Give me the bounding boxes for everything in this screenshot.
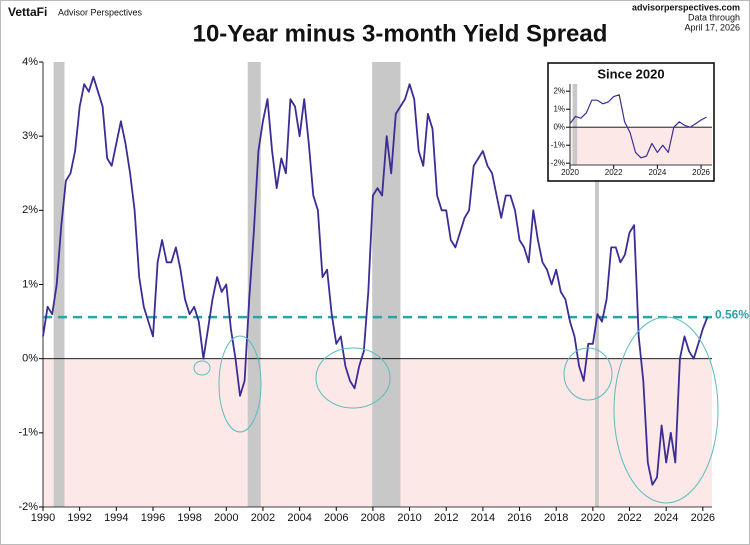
recession-band — [372, 62, 401, 507]
x-tick-label: 2020 — [581, 512, 605, 524]
x-tick-label: 2024 — [648, 168, 666, 177]
x-tick-label: 1996 — [141, 512, 165, 524]
y-tick-label: 0% — [22, 353, 38, 365]
inversion-circle — [563, 347, 613, 401]
y-tick-label: 2% — [553, 86, 565, 95]
y-tick-label: 1% — [553, 104, 565, 113]
recession-band — [595, 62, 599, 507]
inversion-circle — [315, 347, 391, 409]
y-tick-label: -2% — [551, 158, 565, 167]
main-plot: 4%3%2%1%0%-1%-2%1990 1992 1994 1996 1998 2000… — [18, 56, 749, 524]
x-tick-label: 2026 — [692, 168, 710, 177]
x-tick-label: 2014 — [471, 512, 495, 524]
y-tick-label: 3% — [22, 130, 38, 142]
x-tick-label: 2006 — [324, 512, 348, 524]
y-tick-label: 4% — [22, 56, 38, 68]
inset-title: Since 2020 — [597, 66, 664, 81]
x-tick-label: 2022 — [617, 512, 641, 524]
x-tick-label: 2016 — [507, 512, 531, 524]
x-tick-label: 2008 — [361, 512, 385, 524]
recession-band — [53, 62, 65, 507]
brand-sub: Advisor Perspectives — [58, 7, 143, 17]
x-tick-label: 2026 — [691, 512, 715, 524]
y-tick-label: -1% — [18, 427, 38, 439]
brand: VettaFi — [8, 5, 47, 19]
y-tick-label: -1% — [551, 140, 565, 149]
spread-line — [569, 94, 707, 159]
spread-line — [42, 75, 709, 486]
x-tick-label: 2004 — [287, 512, 311, 524]
reference-label: 0.56% — [715, 307, 749, 321]
date: April 17, 2026 — [684, 22, 740, 32]
site: advisorperspectives.com — [632, 2, 740, 12]
chart-title: 10-Year minus 3-month Yield Spread — [193, 20, 608, 47]
annotations — [193, 316, 719, 504]
x-tick-label: 2002 — [251, 512, 275, 524]
recession-band — [572, 84, 578, 165]
x-tick-label: 2024 — [654, 512, 678, 524]
x-tick-label: 1994 — [104, 512, 128, 524]
x-tick-label: 1992 — [67, 512, 91, 524]
inversion-circle — [218, 335, 262, 433]
x-tick-label: 2012 — [434, 512, 458, 524]
negative-zone — [570, 127, 712, 165]
x-tick-label: 2018 — [544, 512, 568, 524]
x-tick-label: 2010 — [397, 512, 421, 524]
y-tick-label: 0% — [553, 122, 565, 131]
x-tick-label: 2000 — [214, 512, 238, 524]
x-tick-label: 1990 — [31, 512, 55, 524]
inversion-circle — [613, 316, 719, 504]
data-through: Data through — [688, 12, 740, 22]
x-tick-label: 2020 — [561, 168, 579, 177]
x-tick-label: 1998 — [177, 512, 201, 524]
y-tick-label: -2% — [18, 501, 38, 513]
x-tick-label: 2022 — [605, 168, 623, 177]
inset-plot: 2% 1% 0% -1% -2%2020 2022 2024 2026 — [551, 84, 712, 177]
inversion-circle — [193, 360, 211, 376]
y-tick-label: 2% — [22, 204, 38, 216]
y-tick-label: 1% — [22, 278, 38, 290]
